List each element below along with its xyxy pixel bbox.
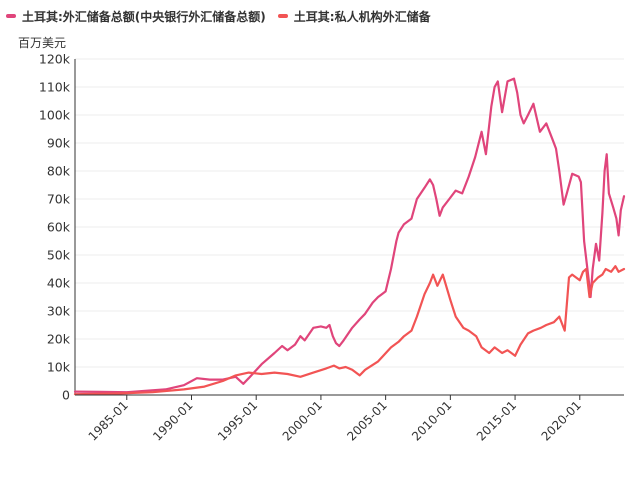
series-line-0: [73, 77, 626, 394]
x-tick-label: 1990-01: [150, 398, 195, 443]
x-tick-label: 2010-01: [409, 398, 454, 443]
y-tick-label: 60k: [47, 220, 71, 235]
x-tick-label: 1995-01: [215, 398, 260, 443]
y-tick-label: 20k: [47, 332, 71, 347]
x-tick-label: 2015-01: [474, 398, 519, 443]
y-tick-label: 120k: [39, 52, 71, 67]
legend-item-private-reserves[interactable]: 土耳其:私人机构外汇储备: [277, 8, 431, 25]
y-tick-label: 100k: [39, 108, 71, 123]
y-tick-label: 10k: [47, 360, 71, 375]
y-tick-label: 70k: [47, 192, 71, 207]
series-line-1: [73, 265, 626, 396]
x-tick-label: 2000-01: [280, 398, 325, 443]
x-tick-label: 2005-01: [344, 398, 389, 443]
grid-lines: [75, 58, 624, 368]
y-tick-label: 30k: [47, 304, 71, 319]
legend-label-private: 土耳其:私人机构外汇储备: [293, 9, 431, 24]
x-axis: 1985-01 1990-01 1995-01 2000-01 2005-01 2010-…: [75, 394, 624, 444]
legend: 土耳其:外汇储备总额(中央银行外汇储备总额) 土耳其:私人机构外汇储备: [6, 6, 443, 26]
legend-item-total-reserves[interactable]: 土耳其:外汇储备总额(中央银行外汇储备总额): [6, 8, 266, 25]
y-tick-label: 0: [62, 388, 70, 403]
y-axis: 0 10k 20k 30k 40k 50k 60k 70k 80k 90k 100k 110k 120k: [39, 52, 76, 403]
y-tick-label: 50k: [47, 248, 71, 263]
y-tick-label: 90k: [47, 136, 71, 151]
x-tick-label: 1985-01: [86, 398, 131, 443]
legend-swatch-private: [277, 14, 288, 18]
y-tick-label: 110k: [39, 80, 71, 95]
y-tick-label: 80k: [47, 164, 71, 179]
y-tick-label: 40k: [47, 276, 71, 291]
x-tick-label: 2020-01: [539, 398, 584, 443]
legend-label-total: 土耳其:外汇储备总额(中央银行外汇储备总额): [22, 9, 266, 24]
series-lines: [73, 77, 626, 396]
legend-swatch-total: [6, 14, 16, 18]
y-axis-unit-label: 百万美元: [18, 36, 67, 50]
